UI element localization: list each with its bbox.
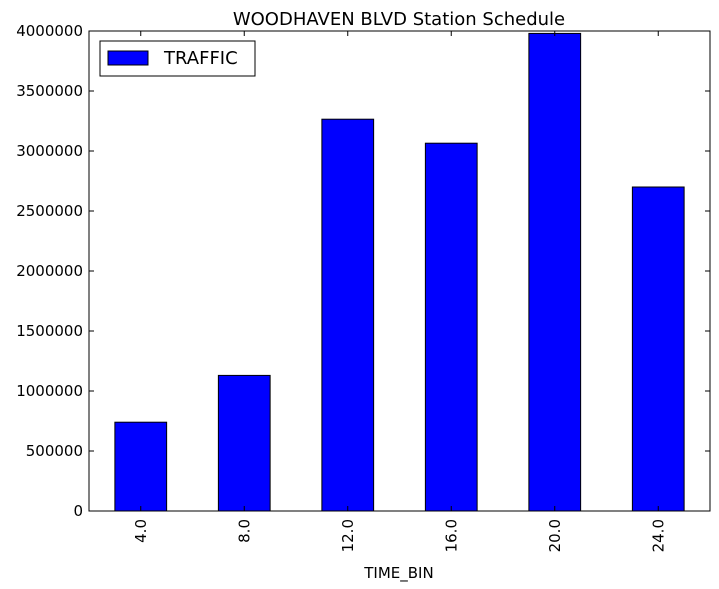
legend-swatch-traffic [107, 50, 149, 66]
y-tick-label: 3500000 [16, 82, 83, 100]
y-tick-label: 500000 [26, 442, 83, 460]
chart-title: WOODHAVEN BLVD Station Schedule [233, 9, 565, 30]
x-tick-label: 24.0 [649, 519, 667, 552]
x-tick-label: 4.0 [132, 519, 150, 543]
y-tick-label: 2500000 [16, 202, 83, 220]
y-tick-label: 3000000 [16, 142, 83, 160]
x-tick-label: 20.0 [546, 519, 564, 552]
y-ticks-group: 0 500000 1000000 1500000 2000000 2500000 30000… [16, 22, 710, 520]
x-tick-label: 12.0 [339, 519, 357, 552]
bar-24.0 [631, 186, 685, 512]
y-tick-label: 4000000 [16, 22, 83, 40]
bars-group [114, 32, 685, 512]
bar-4.0 [114, 421, 168, 512]
x-ticks-group: 4.0 8.0 12.0 16.0 20.0 24.0 [132, 31, 667, 552]
x-tick-label: 8.0 [235, 519, 253, 543]
x-axis-label: TIME_BIN [363, 564, 433, 583]
legend: TRAFFIC [99, 40, 256, 77]
bar-20.0 [528, 32, 582, 512]
y-tick-label: 2000000 [16, 262, 83, 280]
legend-box [99, 40, 256, 77]
plot-frame [88, 30, 711, 512]
bar-8.0 [217, 374, 271, 512]
y-tick-label: 1000000 [16, 382, 83, 400]
bar-12.0 [321, 118, 375, 512]
x-tick-label: 16.0 [442, 519, 460, 552]
bar-16.0 [424, 142, 478, 512]
y-tick-label: 0 [73, 502, 83, 520]
legend-label-traffic: TRAFFIC [163, 48, 238, 69]
y-tick-label: 1500000 [16, 322, 83, 340]
